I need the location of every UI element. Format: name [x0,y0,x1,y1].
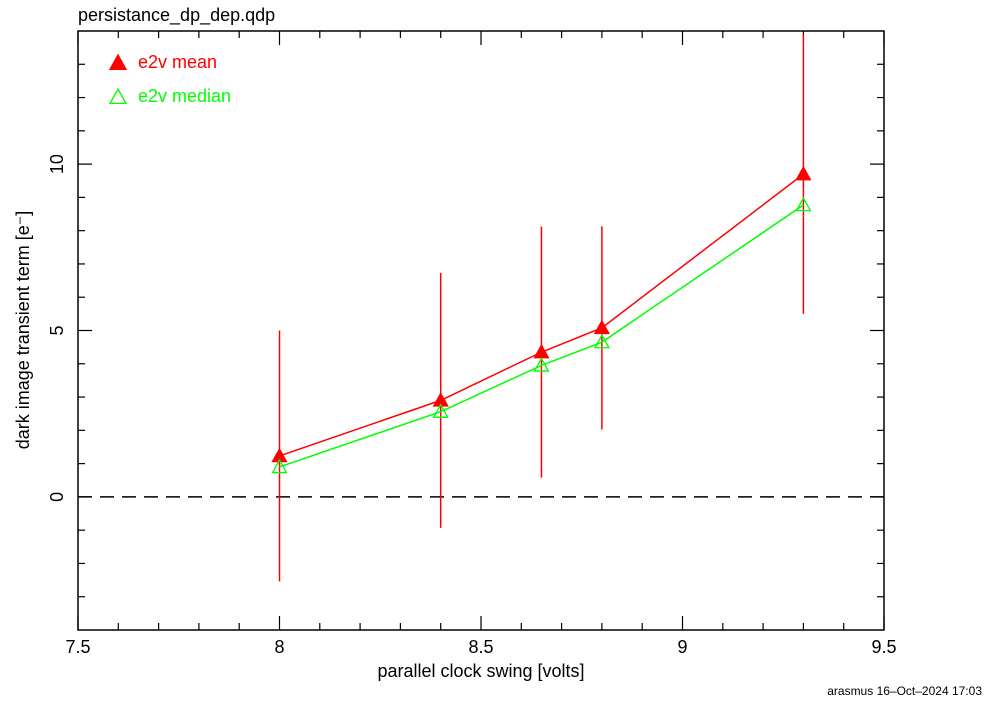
y-tick-label: 10 [47,154,67,174]
point-marker [593,319,611,335]
y-tick-label: 5 [47,325,67,335]
point-marker [432,403,449,418]
legend-label: e2v mean [138,52,217,72]
legend-marker [108,87,128,105]
point-marker [593,333,611,349]
footer: arasmus 16–Oct–2024 17:03 [827,684,982,698]
x-tick-label: 8 [274,637,284,657]
series-line [279,204,804,468]
plot-frame [77,30,885,631]
point-marker [795,165,812,181]
point-marker [795,196,812,212]
x-tick-label: 9.5 [871,637,896,657]
point-marker [533,343,550,359]
point-marker [271,447,288,463]
y-axis-label: dark image transient term [e⁻] [13,211,33,450]
x-tick-label: 8.5 [468,637,493,657]
point-marker [533,357,550,372]
x-axis-label: parallel clock swing [volts] [377,661,584,681]
legend-label: e2v median [138,86,231,106]
y-tick-label: 0 [47,492,67,502]
x-tick-label: 7.5 [65,637,90,657]
point-marker [271,458,288,474]
chart-title: persistance_dp_dep.qdp [78,5,275,26]
legend-marker [108,53,128,71]
x-tick-label: 9 [677,637,687,657]
